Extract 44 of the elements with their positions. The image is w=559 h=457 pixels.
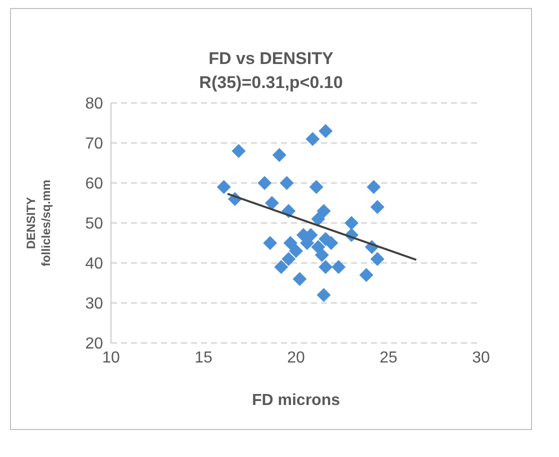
x-tick-label: 25 — [380, 349, 398, 366]
point — [370, 200, 384, 214]
point — [318, 260, 333, 274]
point — [232, 144, 246, 158]
point — [332, 260, 346, 274]
y-axis-title: DENSITY follicles/sq.mm — [24, 180, 53, 266]
y-tick-label: 70 — [85, 136, 104, 153]
point — [344, 216, 358, 230]
point — [292, 272, 307, 286]
x-tick-label: 30 — [472, 349, 490, 366]
chart-title: FD vs DENSITY — [208, 49, 334, 69]
point — [216, 180, 231, 194]
y-tick-label: 40 — [85, 256, 104, 273]
point — [318, 124, 333, 138]
point — [283, 236, 298, 250]
point — [309, 180, 324, 194]
point — [280, 176, 294, 190]
point — [274, 260, 288, 274]
point — [314, 248, 329, 262]
point — [282, 252, 296, 266]
chart-subtitle: R(35)=0.31,p<0.10 — [198, 73, 344, 93]
point — [316, 288, 331, 302]
point — [258, 176, 272, 190]
point — [264, 196, 279, 210]
point — [311, 212, 326, 226]
y-tick-label: 60 — [85, 176, 104, 193]
y-tick-label: 30 — [85, 296, 104, 313]
point — [300, 236, 314, 250]
point — [306, 132, 320, 146]
point — [366, 180, 381, 194]
x-tick-label: 15 — [194, 349, 212, 366]
x-tick-label: 10 — [102, 349, 120, 366]
point — [289, 244, 303, 258]
y-tick-label: 20 — [85, 336, 104, 353]
point — [316, 204, 331, 218]
point — [263, 236, 278, 250]
point — [370, 252, 384, 266]
y-tick-label: 50 — [85, 216, 104, 233]
x-tick-label: 20 — [287, 349, 305, 366]
point — [324, 236, 338, 250]
y-tick-label: 80 — [85, 96, 104, 113]
point — [272, 148, 286, 162]
point — [359, 268, 374, 282]
x-axis-title: FD microns — [252, 392, 340, 409]
